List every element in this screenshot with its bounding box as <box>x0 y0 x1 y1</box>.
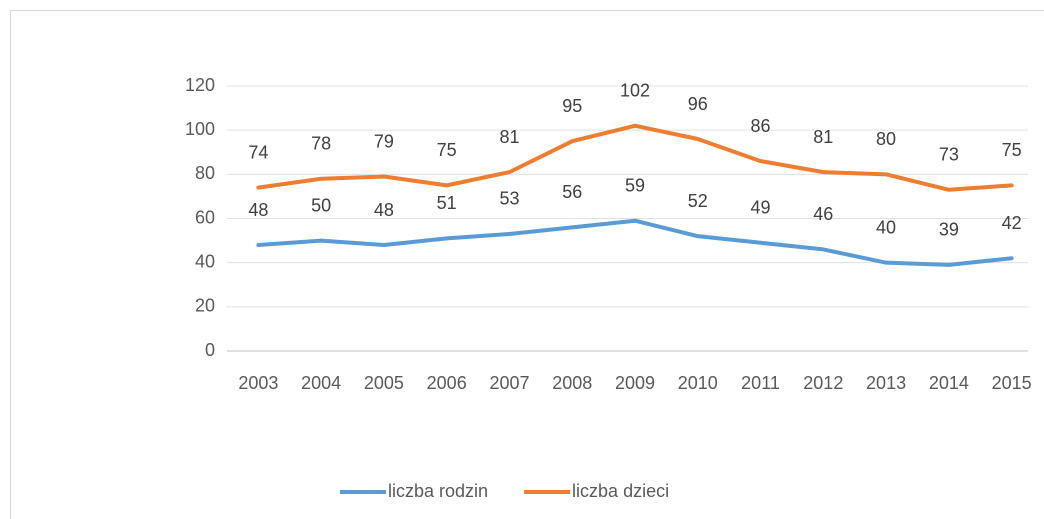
data-label: 79 <box>374 131 394 151</box>
x-tick-label: 2010 <box>678 373 718 393</box>
data-label: 78 <box>311 134 331 154</box>
chart-border <box>10 10 1044 519</box>
series-line <box>256 123 1014 192</box>
y-tick-label: 20 <box>195 296 215 316</box>
data-label: 73 <box>939 145 959 165</box>
legend-label: liczba rodzin <box>388 481 488 501</box>
x-tick-label: 2006 <box>427 373 467 393</box>
data-label: 49 <box>751 198 771 218</box>
data-label: 48 <box>248 200 268 220</box>
data-label: 52 <box>688 191 708 211</box>
y-tick-label: 40 <box>195 251 215 271</box>
x-tick-label: 2004 <box>301 373 341 393</box>
data-label: 86 <box>751 116 771 136</box>
data-label: 59 <box>625 175 645 195</box>
data-label: 75 <box>1002 140 1022 160</box>
data-label: 53 <box>499 189 519 209</box>
legend-label: liczba dzieci <box>572 481 669 501</box>
data-label: 80 <box>876 129 896 149</box>
x-tick-label: 2014 <box>929 373 969 393</box>
data-label: 56 <box>562 182 582 202</box>
data-label: 96 <box>688 94 708 114</box>
y-tick-label: 0 <box>205 340 215 360</box>
x-tick-label: 2013 <box>866 373 906 393</box>
data-label: 51 <box>437 193 457 213</box>
data-label: 42 <box>1002 213 1022 233</box>
series-line <box>256 218 1014 267</box>
data-label: 81 <box>813 127 833 147</box>
x-tick-label: 2015 <box>992 373 1032 393</box>
data-label: 46 <box>813 204 833 224</box>
y-tick-label: 80 <box>195 163 215 183</box>
x-tick-label: 2007 <box>489 373 529 393</box>
x-tick-label: 2012 <box>803 373 843 393</box>
data-label: 50 <box>311 195 331 215</box>
x-tick-label: 2005 <box>364 373 404 393</box>
data-label: 102 <box>620 81 650 101</box>
data-label: 95 <box>562 96 582 116</box>
data-label: 75 <box>437 140 457 160</box>
y-tick-label: 120 <box>185 75 215 95</box>
x-tick-label: 2003 <box>238 373 278 393</box>
data-label: 81 <box>499 127 519 147</box>
x-tick-label: 2009 <box>615 373 655 393</box>
y-tick-label: 100 <box>185 119 215 139</box>
data-label: 40 <box>876 217 896 237</box>
data-label: 48 <box>374 200 394 220</box>
x-tick-label: 2008 <box>552 373 592 393</box>
x-tick-label: 2011 <box>741 373 780 393</box>
data-label: 74 <box>248 142 268 162</box>
y-tick-label: 60 <box>195 207 215 227</box>
data-label: 39 <box>939 220 959 240</box>
